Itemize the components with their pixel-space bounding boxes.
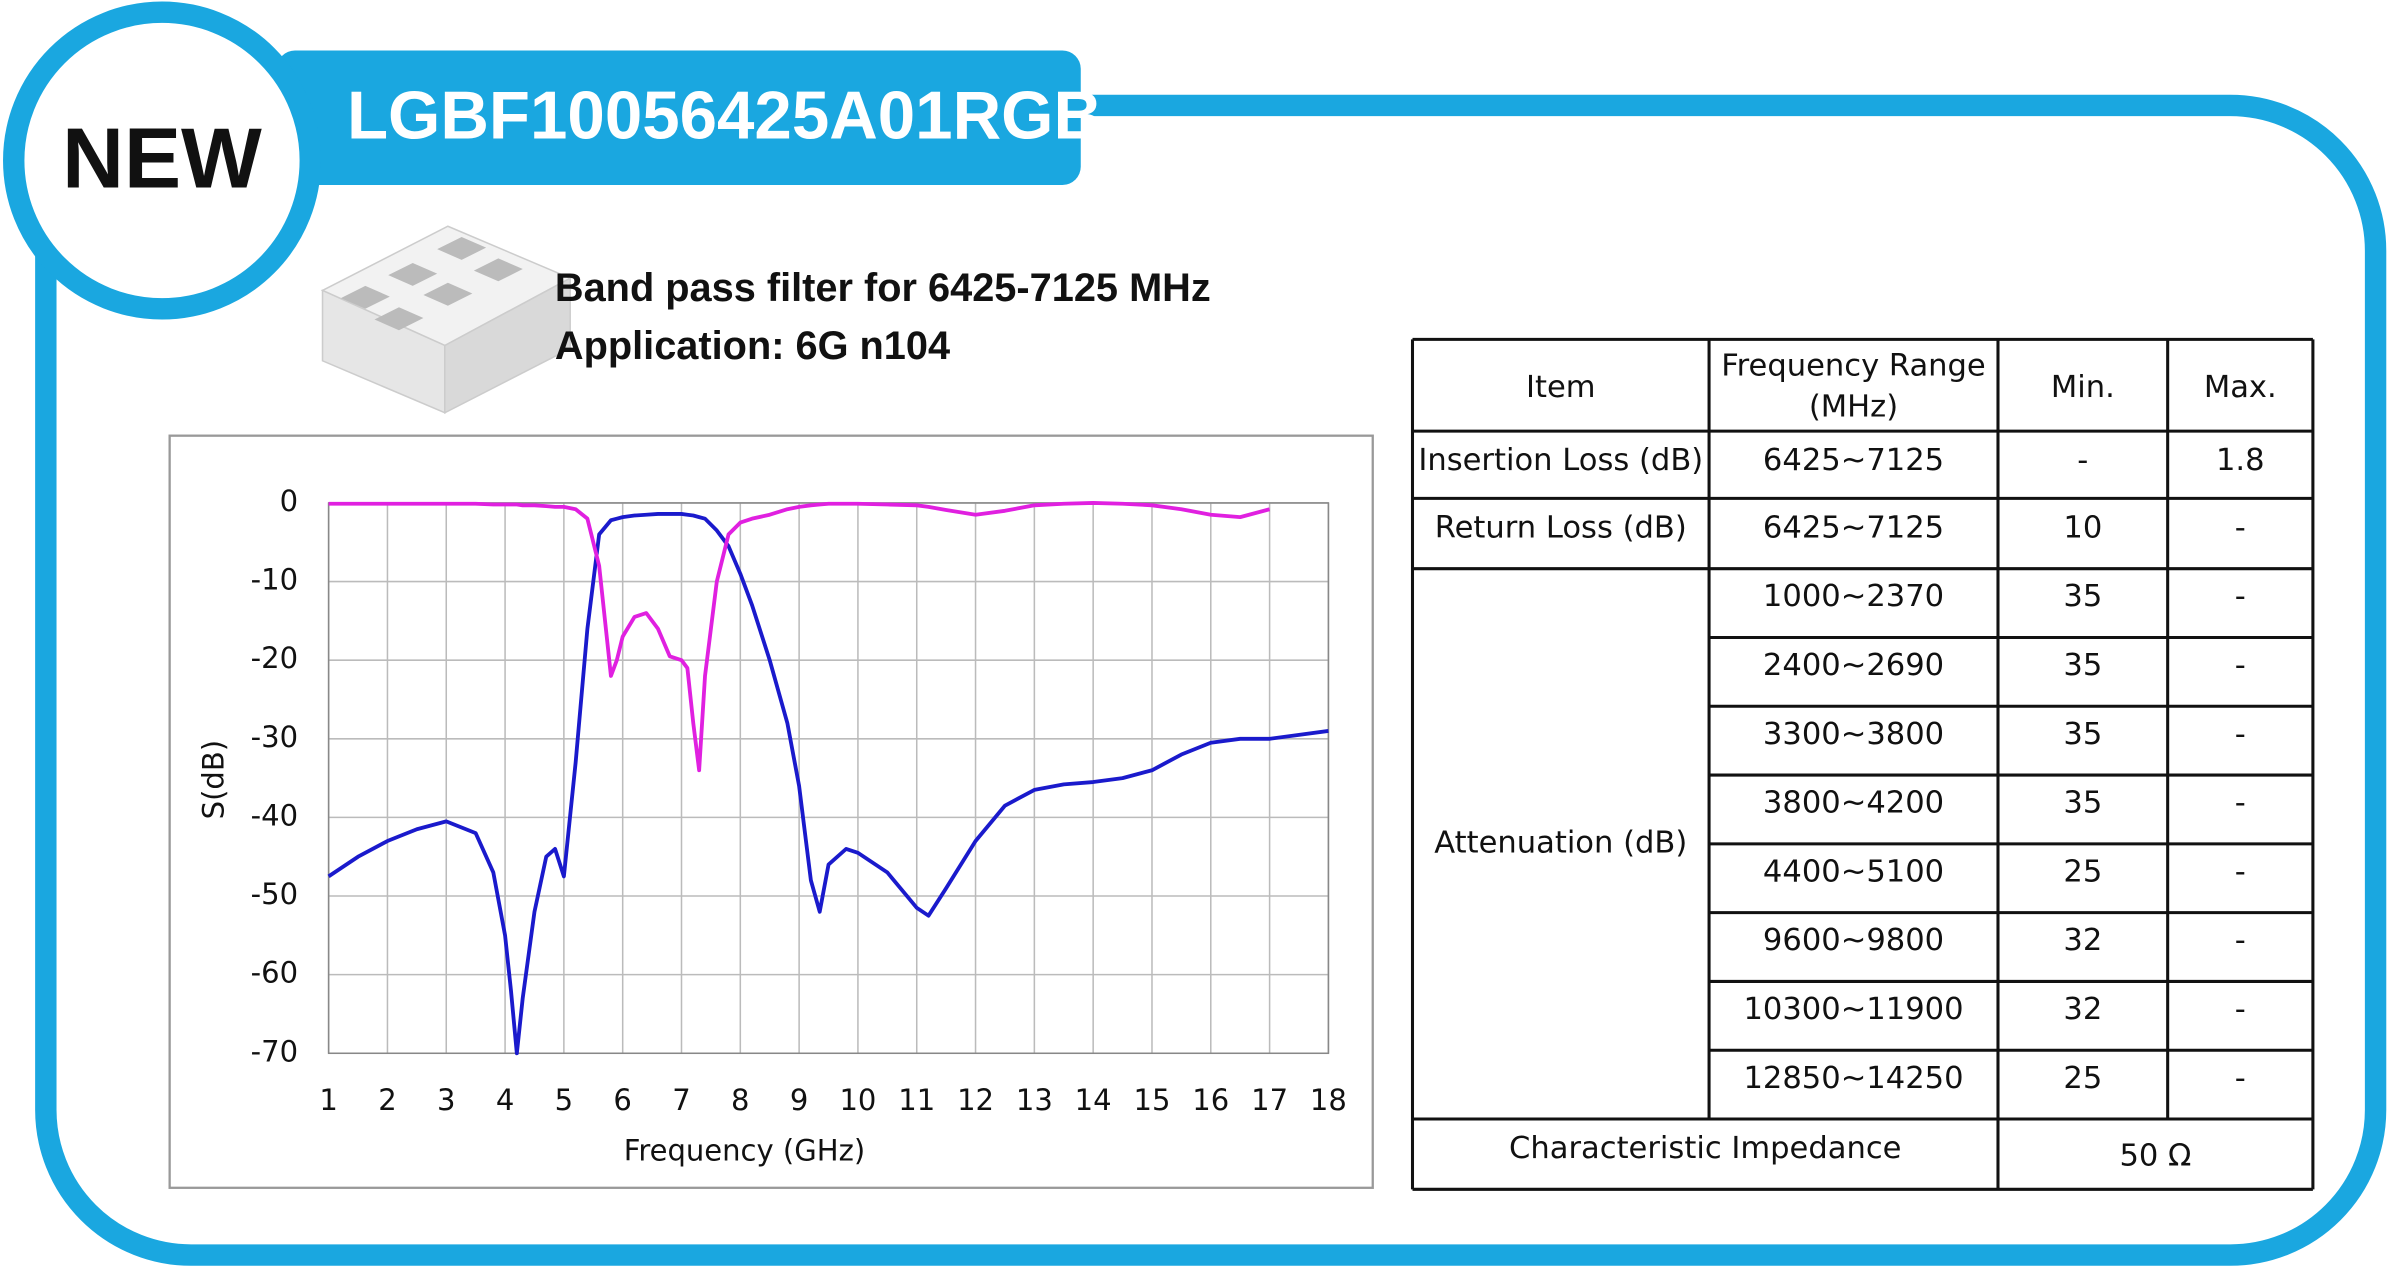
x-tick-label: 5 [555,1083,573,1117]
table-cell: Insertion Loss (dB) [1418,443,1703,478]
table-cell: - [2235,510,2246,545]
y-tick-label: -20 [251,641,298,675]
x-tick-label: 3 [437,1083,455,1117]
table-cell: 3300~3800 [1763,717,1944,752]
table-cell: - [2235,992,2246,1027]
x-tick-label: 12 [957,1083,994,1117]
table-cell: 2400~2690 [1763,648,1944,683]
description: Application: 6G n104 [555,324,950,368]
table-cell: 32 [2063,992,2102,1027]
y-tick-label: -10 [251,563,298,597]
x-tick-label: 8 [731,1083,749,1117]
table-cell: 1000~2370 [1763,579,1944,614]
table-cell: 6425~7125 [1763,443,1944,478]
badge: NEW [62,112,262,207]
header-cell: Frequency Range [1721,348,1985,383]
description: Band pass filter for 6425-7125 MHz [555,266,1211,310]
part-number: LGBF10056425A01RGB [347,79,1102,154]
spec-table: Item Frequency Range (MHz) Min. Max. Insertio… [1410,337,2315,1191]
chart: 1 2 3 4 5 6 7 8 9 10 11 12 13 14 15 16 17 180-10-20-30-40… [197,484,1347,1168]
table-cell: 6425~7125 [1763,510,1944,545]
part-tab [276,50,1081,185]
table-cell: 25 [2063,854,2102,889]
table-cell: 1.8 [2216,443,2265,478]
table-cell: - [2235,648,2246,683]
y-axis-label: S(dB) [197,740,231,819]
table-cell: 10300~11900 [1743,992,1963,1027]
table-cell: 10 [2063,510,2102,545]
x-tick-label: 4 [496,1083,514,1117]
table-cell: 12850~14250 [1743,1061,1963,1096]
x-tick-label: 2 [378,1083,396,1117]
x-axis-label: Frequency (GHz) [624,1134,865,1168]
badge-circle [3,1,321,320]
y-tick-label: -40 [251,798,298,832]
y-tick-label: -60 [251,956,298,990]
frame [35,94,2387,1266]
table-cell: 35 [2063,579,2102,614]
x-tick-label: 14 [1075,1083,1112,1117]
table-cell: Characteristic Impedance [1509,1131,1901,1166]
table-cell: 25 [2063,1061,2102,1096]
table-cell: 4400~5100 [1763,854,1944,889]
header-cell: Item [1526,370,1596,405]
x-tick-label: 10 [839,1083,876,1117]
table-cell: - [2077,443,2088,478]
y-tick-label: -30 [251,720,298,754]
table-cell: 3800~4200 [1763,786,1944,821]
header-cell: Min. [2051,370,2115,405]
header-cell: (MHz) [1809,390,1898,425]
x-tick-label: 15 [1134,1083,1171,1117]
x-tick-label: 13 [1016,1083,1053,1117]
table-cell: - [2235,717,2246,752]
table-cell: Attenuation (dB) [1434,825,1687,860]
x-tick-label: 11 [898,1083,935,1117]
x-tick-label: 7 [672,1083,690,1117]
x-tick-label: 6 [613,1083,631,1117]
table-cell: 35 [2063,786,2102,821]
x-tick-label: 1 [319,1083,337,1117]
table-cell: - [2235,923,2246,958]
series-line [328,501,1271,773]
y-tick-label: 0 [280,484,298,518]
table-cell: 32 [2063,923,2102,958]
series-line [327,512,1329,1056]
x-tick-label: 16 [1192,1083,1229,1117]
x-tick-label: 18 [1310,1083,1347,1117]
table-cell: 35 [2063,717,2102,752]
header-cell: Max. [2204,370,2277,405]
chip-icon [320,225,572,415]
table-cell: - [2235,854,2246,889]
chart-box [168,434,1374,1189]
table-cell: Return Loss (dB) [1435,510,1687,545]
x-tick-label: 9 [790,1083,808,1117]
y-tick-label: -70 [251,1034,298,1068]
table-cell: 50 Ω [2119,1139,2191,1174]
table-cell: - [2235,579,2246,614]
x-tick-label: 17 [1251,1083,1288,1117]
table-cell: - [2235,1061,2246,1096]
table-cell: 35 [2063,648,2102,683]
y-tick-label: -50 [251,877,298,911]
table-cell: 9600~9800 [1763,923,1944,958]
table-cell: - [2235,786,2246,821]
